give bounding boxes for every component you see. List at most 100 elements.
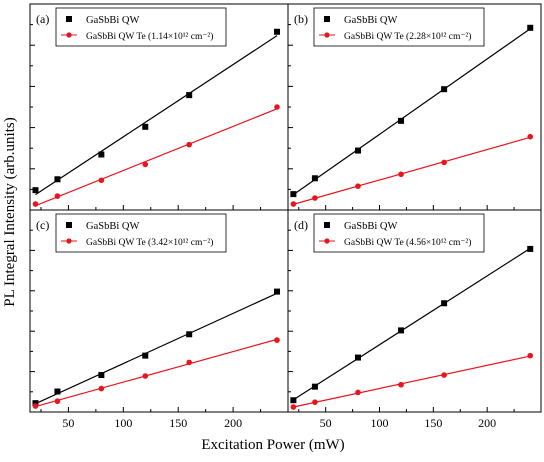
- panel-b: (b) GaSbBi QW GaSbBi QW Te (2.28×10¹² cm⁻²…: [287, 3, 542, 211]
- panel-d: 50 100 150 200 (d) GaSbBi QW GaSbBi QW Te (4.5…: [287, 209, 542, 430]
- panel-label: (a): [36, 12, 49, 26]
- data-point-square: [398, 327, 405, 334]
- data-point-square: [186, 331, 193, 338]
- data-point-circle: [186, 141, 192, 148]
- data-point-circle: [186, 359, 192, 366]
- fit-line: [293, 355, 531, 408]
- data-point-circle: [274, 104, 280, 110]
- legend: GaSbBi QW GaSbBi QW Te (1.14×10¹² cm⁻²): [55, 7, 227, 47]
- fit-line: [35, 292, 278, 405]
- panel-label: (c): [36, 218, 49, 232]
- data-point-circle: [312, 195, 318, 201]
- legend-label: GaSbBi QW: [344, 221, 397, 232]
- data-point-square: [186, 92, 193, 99]
- data-point-square: [54, 388, 61, 395]
- fit-line: [35, 338, 278, 408]
- x-tick-label: 150: [424, 416, 442, 430]
- data-point-square: [32, 400, 39, 407]
- x-tick-label: 200: [478, 416, 496, 430]
- legend-label: GaSbBi QW: [86, 221, 139, 232]
- data-point-square: [290, 191, 297, 198]
- legend-marker-square: [324, 222, 330, 228]
- legend-marker-square: [324, 16, 330, 22]
- x-tick-label: 150: [169, 416, 187, 430]
- data-point-circle: [355, 389, 361, 396]
- fit-line: [35, 108, 278, 207]
- legend-box: [313, 7, 485, 47]
- panel-a: (a) GaSbBi QW GaSbBi QW Te (1.14×10¹² cm⁻²…: [29, 3, 289, 211]
- data-point-circle: [441, 159, 447, 166]
- legend-box: [313, 213, 485, 253]
- x-tick-label: 50: [320, 416, 332, 430]
- data-point-circle: [32, 403, 39, 409]
- panel-label: (b): [294, 12, 308, 26]
- legend-label: GaSbBi QW Te (1.14×10¹² cm⁻²): [86, 31, 213, 42]
- data-point-circle: [98, 177, 105, 184]
- data-point-circle: [398, 381, 404, 388]
- fit-line: [35, 35, 278, 196]
- data-point-circle: [54, 193, 61, 199]
- fit-line: [293, 247, 531, 401]
- data-point-square: [354, 354, 361, 361]
- data-point-square: [274, 28, 281, 35]
- data-point-square: [354, 147, 361, 154]
- legend-label: GaSbBi QW Te (3.42×10¹² cm⁻²): [86, 237, 213, 248]
- legend: GaSbBi QW GaSbBi QW Te (3.42×10¹² cm⁻²): [55, 213, 227, 253]
- data-point-square: [441, 300, 448, 307]
- data-point-square: [54, 176, 61, 183]
- data-point-circle: [527, 133, 534, 140]
- legend: GaSbBi QW GaSbBi QW Te (2.28×10¹² cm⁻²): [313, 7, 485, 47]
- data-point-circle: [312, 399, 318, 405]
- data-point-square: [311, 383, 318, 390]
- data-point-square: [98, 151, 105, 158]
- panel-c: 50 100 150 200 (c) GaSbBi QW GaSbBi QW Te (3.4…: [29, 209, 289, 430]
- legend-marker-circle: [324, 32, 330, 38]
- legend-marker-circle: [324, 238, 330, 244]
- fit-line: [293, 28, 531, 196]
- data-point-circle: [441, 372, 447, 378]
- data-point-square: [311, 175, 318, 182]
- data-point-square: [527, 245, 534, 252]
- y-axis-label: PL Integral Intensity (arb.units): [2, 117, 18, 306]
- data-point-square: [32, 187, 39, 194]
- data-point-circle: [274, 337, 280, 343]
- data-point-circle: [142, 373, 149, 379]
- data-point-circle: [54, 398, 61, 405]
- legend-marker-square: [66, 222, 72, 228]
- x-tick-label: 200: [224, 416, 242, 430]
- x-tick-label: 100: [371, 416, 389, 430]
- data-point-square: [142, 123, 149, 130]
- data-point-circle: [355, 183, 361, 189]
- data-point-circle: [142, 161, 149, 168]
- data-point-square: [527, 24, 534, 31]
- data-point-circle: [398, 171, 404, 178]
- data-point-circle: [290, 201, 297, 207]
- legend-label: GaSbBi QW Te (2.28×10¹² cm⁻²): [344, 31, 471, 42]
- data-point-circle: [32, 201, 39, 207]
- x-axis-label: Excitation Power (mW): [201, 437, 344, 453]
- x-tick-label: 50: [62, 416, 74, 430]
- data-point-square: [441, 86, 448, 93]
- x-tick-label: 100: [114, 416, 132, 430]
- fit-line: [293, 136, 531, 205]
- panel-label: (d): [294, 218, 308, 232]
- data-point-circle: [527, 352, 534, 359]
- data-point-square: [142, 352, 149, 359]
- legend-marker-circle: [66, 238, 72, 244]
- legend-box: [55, 7, 227, 47]
- data-point-square: [274, 288, 281, 295]
- legend-label: GaSbBi QW: [86, 15, 139, 26]
- legend-marker-circle: [66, 32, 72, 38]
- legend-marker-square: [66, 16, 72, 22]
- legend-label: GaSbBi QW Te (4.56×10¹² cm⁻²): [344, 237, 471, 248]
- legend-label: GaSbBi QW: [344, 15, 397, 26]
- data-point-square: [98, 372, 105, 379]
- data-point-square: [398, 117, 405, 124]
- legend: GaSbBi QW GaSbBi QW Te (4.56×10¹² cm⁻²): [313, 213, 485, 253]
- data-point-square: [290, 397, 297, 404]
- data-point-circle: [98, 385, 105, 392]
- legend-box: [55, 213, 227, 253]
- data-point-circle: [290, 404, 297, 410]
